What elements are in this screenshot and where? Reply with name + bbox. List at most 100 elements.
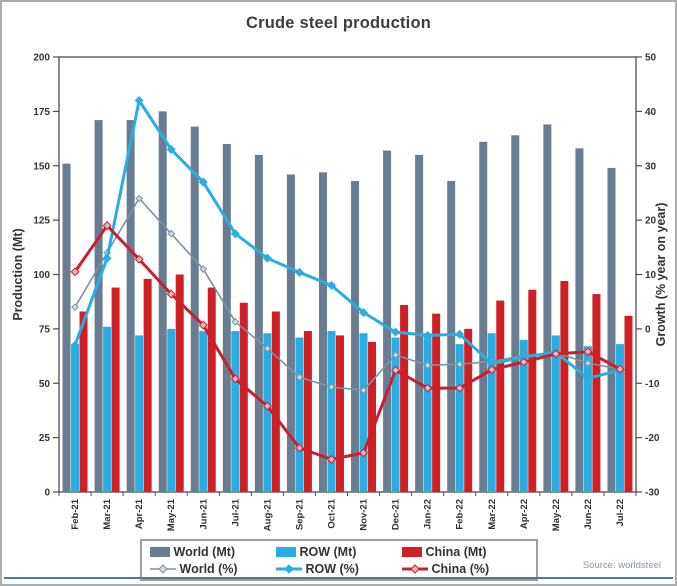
bar-row-mt-Jun-21 xyxy=(199,331,208,492)
left-tick-label: 75 xyxy=(39,324,51,335)
bar-world-mt-Jun-22 xyxy=(575,148,584,492)
legend-item-china: China (%) xyxy=(401,562,528,576)
marker-row xyxy=(455,329,465,339)
marker-world xyxy=(391,351,400,359)
x-tick-label: May-21 xyxy=(166,498,177,531)
marker-row xyxy=(262,253,272,263)
x-tick-label: Jul-21 xyxy=(230,498,241,526)
right-tick-label: 20 xyxy=(645,216,657,227)
marker-china xyxy=(359,448,369,458)
marker-world xyxy=(295,373,304,382)
bar-row-mt-Jan-22 xyxy=(423,333,432,492)
legend-label: China (Mt) xyxy=(425,544,487,559)
marker-world xyxy=(231,317,240,326)
bar-china-mt-Nov-21 xyxy=(368,341,377,492)
x-tick-label: Jul-22 xyxy=(615,499,626,526)
x-tick-label: Mar-22 xyxy=(487,499,498,530)
bar-world-mt-Jun-21 xyxy=(190,126,199,492)
bars-world-mt xyxy=(62,111,616,493)
marker-row xyxy=(134,95,144,106)
bar-row-mt-Jun-22 xyxy=(583,346,592,492)
chart-legend: World (Mt) ROW (Mt) China (Mt) World (%) ROW… xyxy=(139,539,538,581)
legend-label: ROW (%) xyxy=(305,561,359,576)
legend-line-swatch-china xyxy=(401,563,428,574)
left-tick-label: 125 xyxy=(33,216,50,227)
marker-china xyxy=(455,383,465,393)
bar-world-mt-Apr-21 xyxy=(126,120,135,492)
marker-world xyxy=(455,360,464,369)
chart-title: Crude steel production xyxy=(246,14,431,32)
marker-china xyxy=(198,320,208,330)
x-tick-label: Feb-22 xyxy=(455,499,466,530)
bar-china-mt-May-21 xyxy=(175,274,184,492)
marker-row xyxy=(359,308,369,318)
left-tick-label: 200 xyxy=(33,53,50,64)
bar-row-mt-Feb-22 xyxy=(455,344,464,492)
right-tick-label: -20 xyxy=(645,433,660,444)
bar-world-mt-Mar-22 xyxy=(479,141,488,492)
bar-row-mt-Oct-21 xyxy=(327,331,336,492)
legend-label: World (%) xyxy=(179,561,238,576)
footer-rule xyxy=(4,577,673,579)
source-note: Source: worldsteel xyxy=(582,560,661,571)
marker-row xyxy=(166,144,176,154)
bar-row-mt-Dec-21 xyxy=(391,337,400,492)
left-tick-label: 25 xyxy=(39,433,51,444)
left-tick-label: 150 xyxy=(33,161,50,172)
bar-china-mt-Mar-22 xyxy=(496,300,505,492)
right-tick-label: -10 xyxy=(645,379,660,390)
bar-row-mt-May-22 xyxy=(551,335,560,492)
bar-china-mt-Apr-22 xyxy=(528,289,537,492)
bar-world-mt-Mar-21 xyxy=(94,120,103,492)
x-tick-label: Jun-21 xyxy=(198,498,209,529)
bar-world-mt-Feb-22 xyxy=(447,180,456,492)
marker-china xyxy=(551,349,561,359)
bar-world-mt-May-21 xyxy=(158,111,167,492)
legend-label: ROW (Mt) xyxy=(299,544,357,559)
bar-world-mt-Jul-21 xyxy=(222,144,231,492)
bar-row-mt-Jul-22 xyxy=(615,344,624,492)
legend-swatch-world-mt xyxy=(149,546,170,557)
marker-row xyxy=(102,253,112,263)
marker-world xyxy=(327,383,336,391)
marker-row xyxy=(294,267,304,277)
x-axis: Feb-21 Mar-21 Apr-21 May-21 Jun-21 Jul-21 Aug-… xyxy=(58,492,637,531)
bar-world-mt-Jul-22 xyxy=(607,167,616,493)
legend-item-world: World (%) xyxy=(149,561,276,576)
bar-row-mt-Apr-21 xyxy=(135,335,144,492)
marker-world xyxy=(584,359,592,368)
legend-line-swatch-row xyxy=(275,563,302,574)
bar-world-mt-Sep-21 xyxy=(286,174,295,492)
bar-row-mt-Jul-21 xyxy=(231,331,240,492)
bar-row-mt-Feb-21 xyxy=(71,346,80,492)
marker-world xyxy=(135,194,144,203)
line-row xyxy=(70,95,625,383)
marker-china xyxy=(134,254,144,264)
marker-china xyxy=(615,364,625,374)
marker-china xyxy=(391,365,401,375)
right-tick-label: 40 xyxy=(645,107,657,118)
bar-china-mt-Jul-22 xyxy=(624,315,633,492)
right-tick-label: 50 xyxy=(645,53,657,64)
bar-china-mt-Jun-21 xyxy=(207,287,216,492)
left-axis-label: Production (Mt) xyxy=(11,228,25,320)
x-tick-label: Mar-21 xyxy=(102,498,113,529)
bar-row-mt-Mar-21 xyxy=(103,326,112,492)
marker-row xyxy=(583,373,593,383)
left-tick-label: 100 xyxy=(33,270,50,281)
bar-china-mt-Mar-21 xyxy=(111,287,120,492)
bars-row-mt xyxy=(71,326,624,492)
right-axis-label: Growth (% year on year) xyxy=(654,203,668,347)
marker-china xyxy=(262,401,272,411)
legend-swatch-row-mt xyxy=(275,546,296,557)
bar-china-mt-Oct-21 xyxy=(335,335,344,492)
bar-china-mt-Feb-22 xyxy=(464,328,473,492)
x-tick-label: Aug-21 xyxy=(262,498,273,531)
x-tick-label: May-22 xyxy=(551,499,562,531)
x-tick-label: Sep-21 xyxy=(294,498,305,530)
legend-swatch-china-mt xyxy=(401,546,422,557)
bar-world-mt-Oct-21 xyxy=(318,172,327,492)
legend-item-row: ROW (%) xyxy=(275,561,402,576)
x-tick-label: Oct-21 xyxy=(326,498,337,528)
